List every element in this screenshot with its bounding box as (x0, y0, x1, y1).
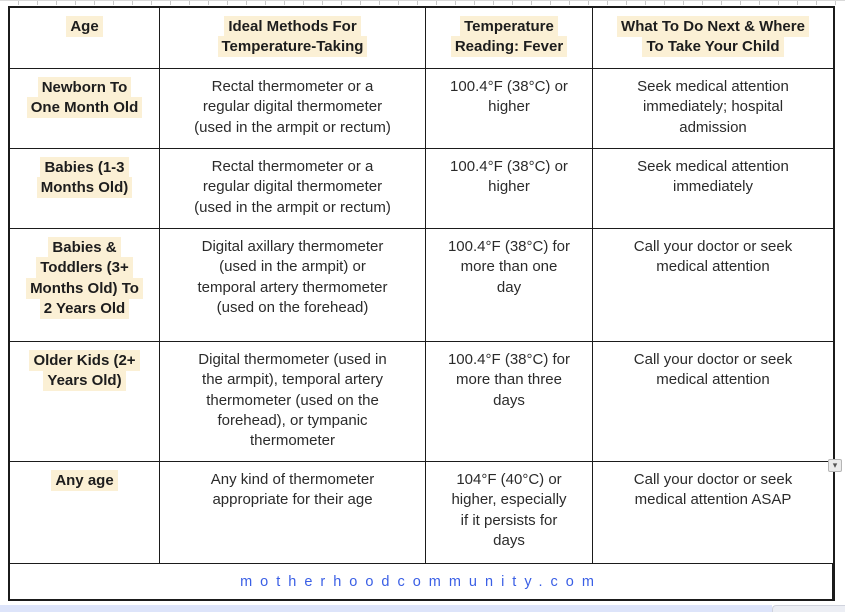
age-cell-older-kids: Older Kids (2+ Years Old) (10, 342, 160, 462)
method-cell: Rectal thermometer or a regular digital … (160, 149, 426, 229)
age-label: Babies & Toddlers (3+ Months Old) To 2 Y… (26, 237, 143, 319)
header-cell-reading: Temperature Reading: Fever (426, 8, 593, 69)
reading-cell: 100.4°F (38°C) for more than one day (426, 229, 593, 342)
age-cell-babies-1-3: Babies (1-3 Months Old) (10, 149, 160, 229)
spreadsheet-column-ruler (0, 0, 845, 5)
header-cell-action: What To Do Next & Where To Take Your Chi… (593, 8, 833, 69)
action-cell: Call your doctor or seek medical attenti… (593, 462, 833, 564)
bottom-selection-strip (0, 605, 772, 612)
header-cell-age: Age (10, 8, 160, 69)
method-cell: Digital thermometer (used in the armpit)… (160, 342, 426, 462)
watermark-url-link[interactable]: motherhoodcommunity.com (240, 573, 602, 590)
method-cell: Any kind of thermometer appropriate for … (160, 462, 426, 564)
footer-row: motherhoodcommunity.com (10, 564, 833, 599)
action-cell: Call your doctor or seek medical attenti… (593, 229, 833, 342)
age-label: Any age (51, 470, 118, 491)
method-cell: Rectal thermometer or a regular digital … (160, 69, 426, 149)
reading-cell: 100.4°F (38°C) or higher (426, 69, 593, 149)
age-cell-any-age: Any age (10, 462, 160, 564)
age-cell-toddlers: Babies & Toddlers (3+ Months Old) To 2 Y… (10, 229, 160, 342)
chevron-down-icon: ▾ (832, 460, 838, 470)
fever-guidance-table: Age Ideal Methods For Temperature-Taking… (8, 6, 835, 601)
action-cell: Call your doctor or seek medical attenti… (593, 342, 833, 462)
bottom-strip-right-segment (772, 605, 845, 612)
age-label: Older Kids (2+ Years Old) (29, 350, 140, 392)
action-cell: Seek medical attention immediately (593, 149, 833, 229)
header-methods-label: Ideal Methods For Temperature-Taking (217, 16, 368, 58)
header-cell-methods: Ideal Methods For Temperature-Taking (160, 8, 426, 69)
header-reading-label: Temperature Reading: Fever (450, 16, 568, 58)
header-age-label: Age (66, 16, 103, 37)
age-cell-newborn: Newborn To One Month Old (10, 69, 160, 149)
header-action-label: What To Do Next & Where To Take Your Chi… (617, 16, 809, 58)
cell-dropdown-button[interactable]: ▾ (828, 459, 842, 472)
reading-cell: 104°F (40°C) or higher, especially if it… (426, 462, 593, 564)
age-label: Babies (1-3 Months Old) (36, 157, 133, 199)
reading-cell: 100.4°F (38°C) or higher (426, 149, 593, 229)
method-cell: Digital axillary thermometer (used in th… (160, 229, 426, 342)
reading-cell: 100.4°F (38°C) for more than three days (426, 342, 593, 462)
action-cell: Seek medical attention immediately; hosp… (593, 69, 833, 149)
age-label: Newborn To One Month Old (26, 77, 143, 119)
